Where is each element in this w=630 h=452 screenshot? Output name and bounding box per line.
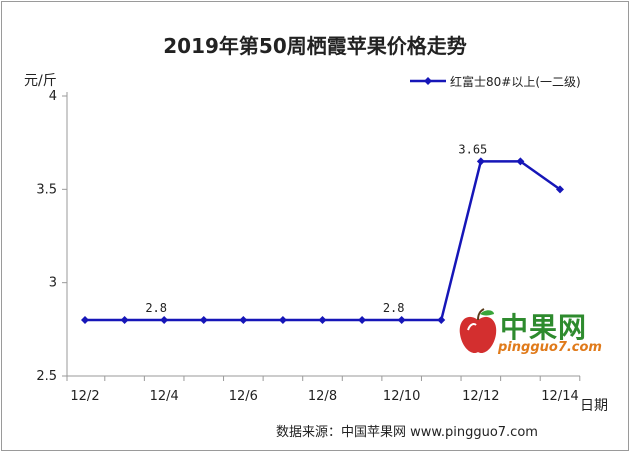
x-tick-label: 12/2: [70, 389, 99, 404]
data-point-marker: [556, 185, 564, 194]
data-label: 2.8: [383, 301, 405, 315]
y-axis-unit: 元/斤: [24, 73, 57, 89]
data-point-marker: [516, 157, 525, 166]
x-tick-label: 12/4: [150, 389, 179, 404]
data-point-marker: [476, 157, 485, 166]
x-tick-label: 12/12: [462, 389, 499, 404]
zhongguowang-logo: 中果网 pingguo7.com: [458, 306, 618, 364]
x-tick-label: 12/8: [308, 389, 337, 404]
data-point-marker: [199, 316, 208, 324]
x-axis-label: 日期: [580, 398, 608, 414]
data-point-marker: [120, 316, 129, 324]
watermark-url: pingguo7.com: [498, 340, 602, 355]
watermark-name: 中果网: [500, 311, 588, 344]
x-tick-label: 12/14: [541, 389, 578, 404]
legend-swatch: [410, 77, 446, 85]
chart-title: 2019年第50周栖霞苹果价格走势: [163, 34, 467, 58]
x-tick-label: 12/6: [229, 389, 258, 404]
data-point-marker: [397, 316, 406, 324]
y-tick-label: 3: [49, 276, 57, 291]
data-point-marker: [81, 316, 89, 324]
data-label: 2.8: [145, 301, 167, 315]
x-tick-label: 12/10: [383, 389, 420, 404]
y-tick-label: 3.5: [36, 182, 57, 197]
data-label: 3.65: [458, 142, 487, 156]
data-point-marker: [318, 316, 327, 324]
apple-logo-icon: [459, 308, 497, 354]
data-point-marker: [160, 316, 169, 324]
data-source-note: 数据来源：中国苹果网 www.pingguo7.com: [276, 425, 538, 440]
data-point-marker: [239, 316, 248, 324]
data-point-marker: [358, 316, 367, 324]
data-point-marker: [278, 316, 287, 324]
legend-label: 红富士80#以上(一二级): [450, 75, 581, 89]
data-point-marker: [437, 316, 446, 324]
y-tick-label: 4: [49, 89, 57, 104]
series-line: [85, 160, 561, 322]
y-tick-label: 2.5: [36, 369, 57, 384]
